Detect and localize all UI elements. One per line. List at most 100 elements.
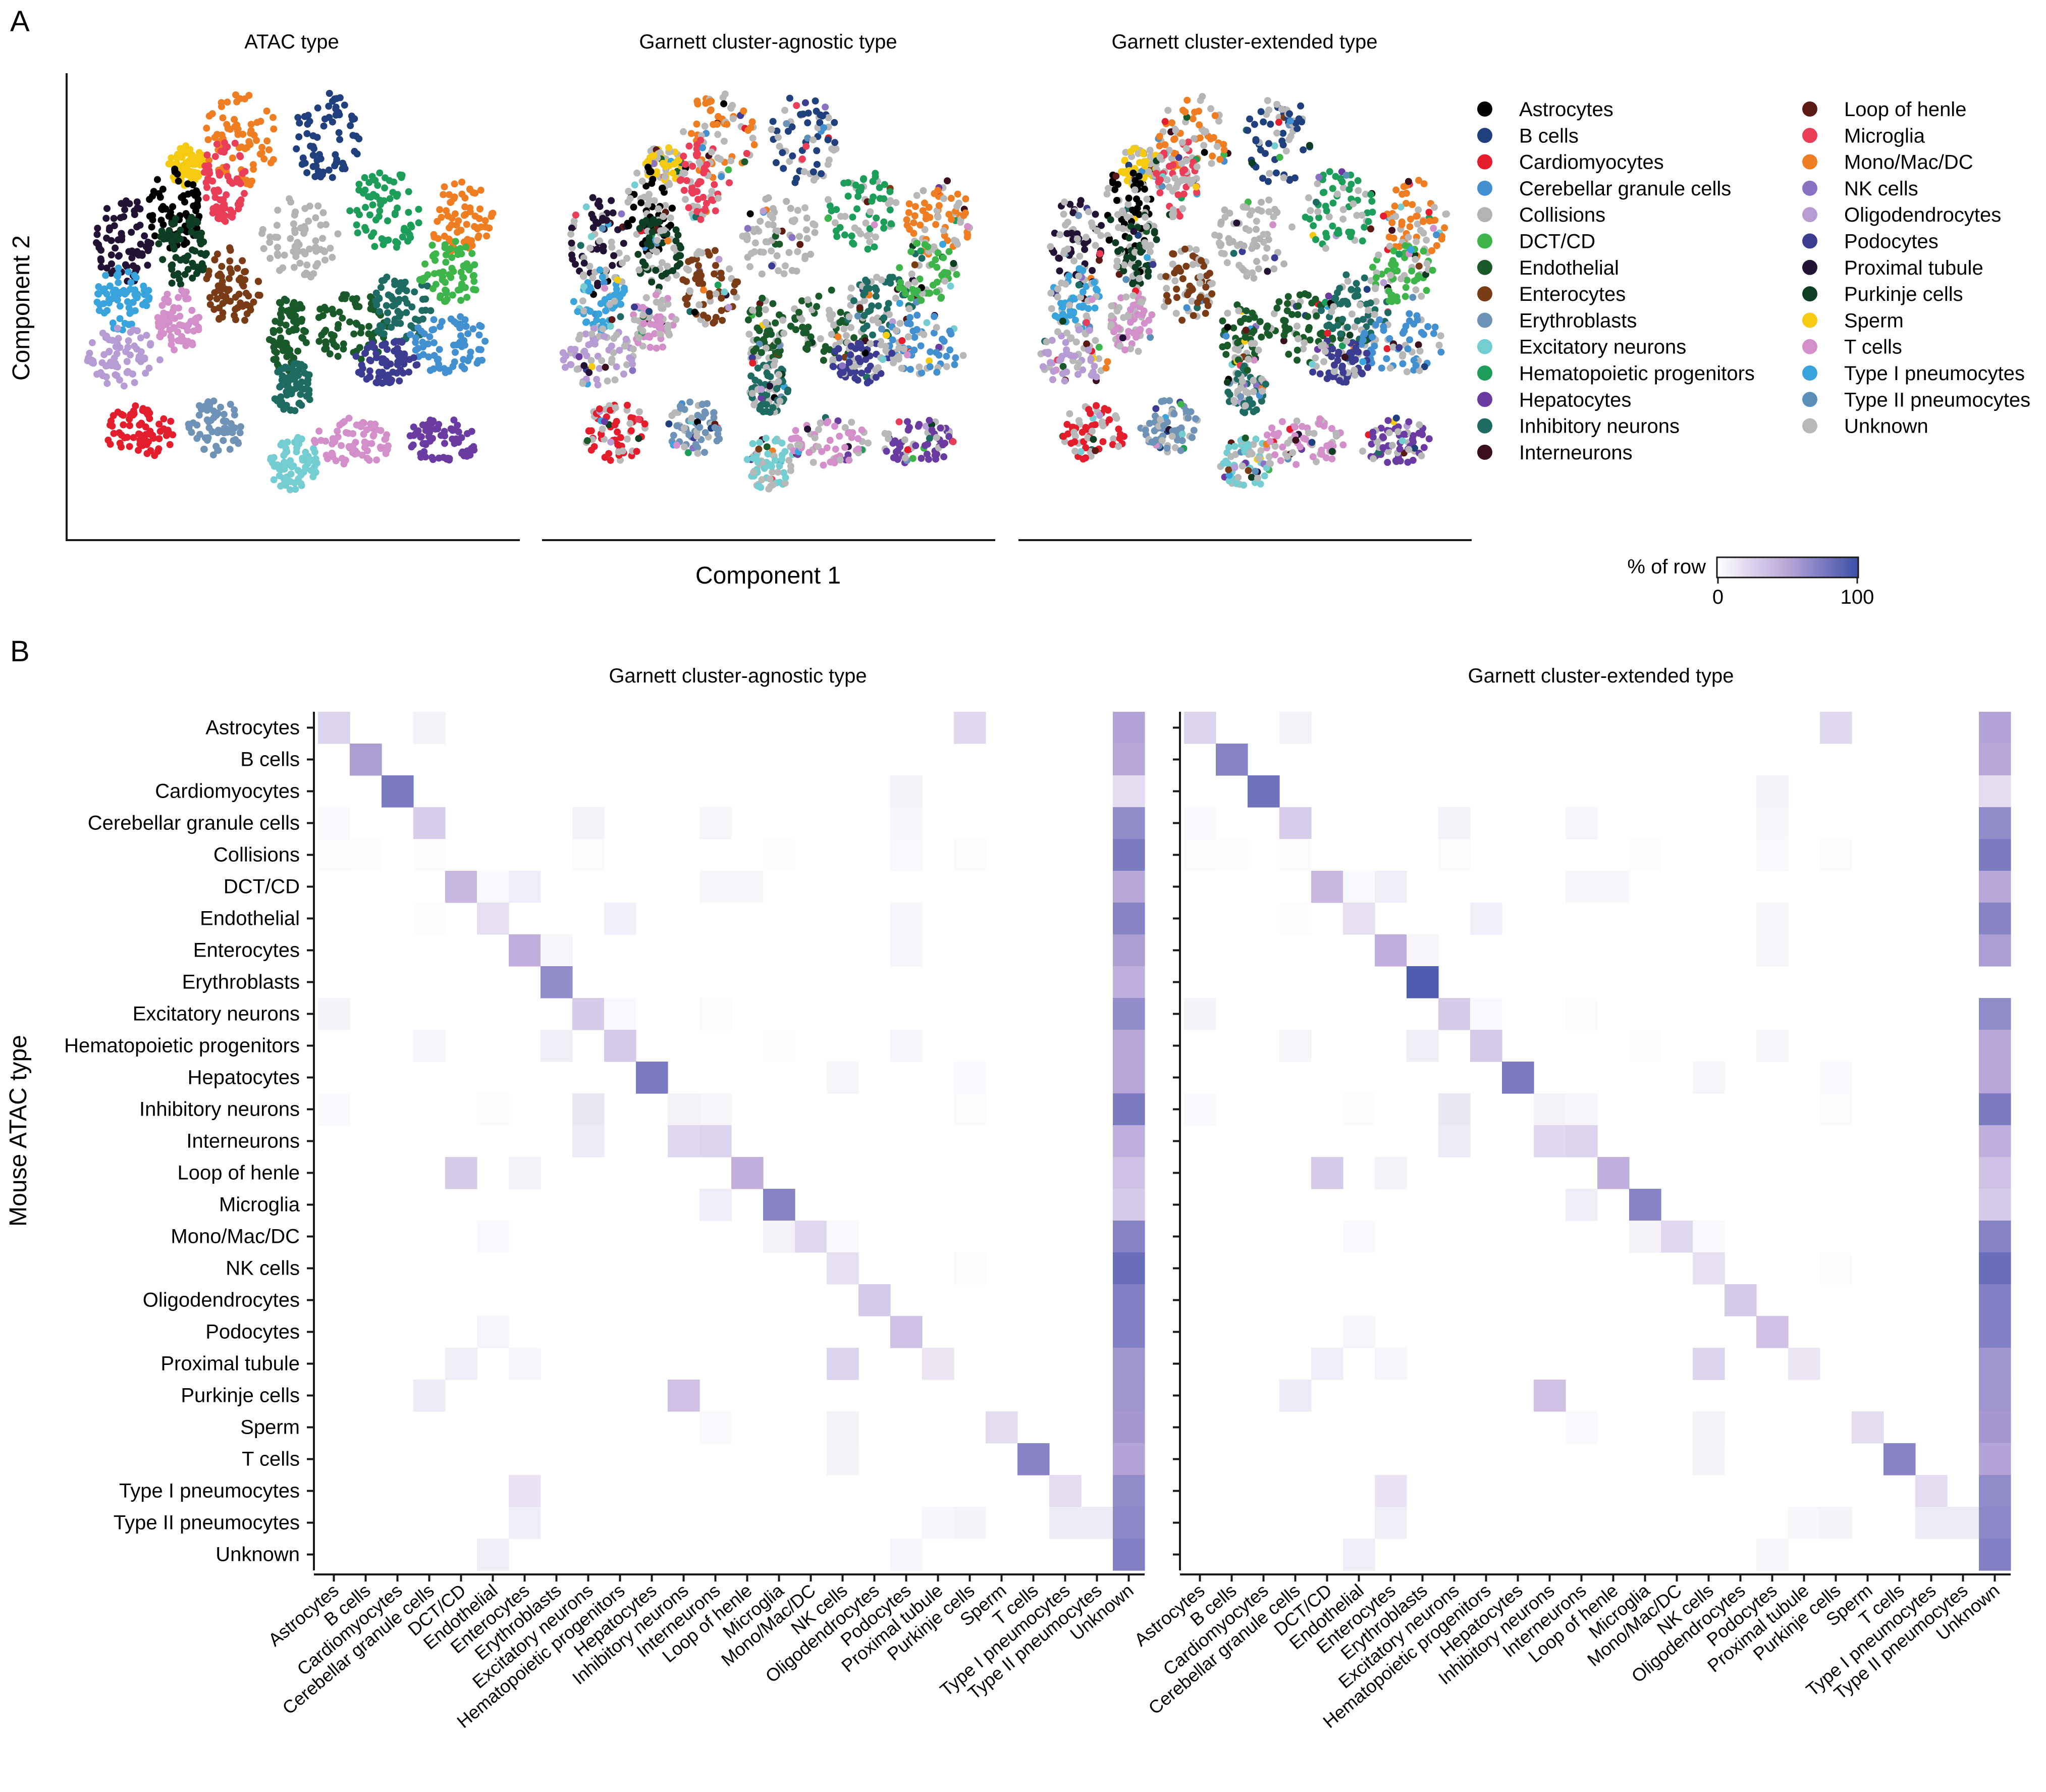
cell-point (125, 321, 133, 328)
cell-point (316, 246, 324, 253)
cell-point (362, 203, 369, 211)
cell-point (1129, 280, 1137, 288)
cell-point (298, 378, 305, 386)
cell-point (296, 259, 304, 267)
cell-point (1059, 310, 1067, 318)
cell-point (274, 368, 282, 376)
cell-point (315, 313, 322, 321)
cell-point (601, 333, 608, 340)
cell-point (837, 213, 844, 220)
cell-point (710, 414, 718, 421)
cell-point (142, 370, 149, 377)
cell-point (197, 233, 204, 241)
cell-point (624, 198, 632, 206)
cell-point (1156, 189, 1164, 196)
cell-point (816, 119, 824, 126)
cell-point (290, 263, 298, 271)
cell-point (401, 295, 409, 303)
cell-point (341, 101, 348, 109)
cell-point (1076, 201, 1084, 208)
cell-point (1092, 210, 1099, 218)
cell-point (281, 251, 288, 259)
cell-point (836, 433, 843, 440)
cell-point (463, 221, 470, 228)
cell-point (338, 455, 346, 462)
cell-point (876, 184, 883, 191)
cell-point (781, 448, 789, 455)
cell-point (1233, 219, 1241, 227)
cell-point (906, 314, 913, 321)
cell-point (461, 194, 469, 202)
cell-point (802, 143, 810, 150)
cell-point (1415, 341, 1422, 349)
cell-point (812, 97, 819, 104)
cell-point (954, 240, 961, 248)
cell-point (352, 352, 360, 360)
cell-point (231, 406, 238, 413)
cell-point (282, 363, 289, 371)
cell-point (1082, 234, 1090, 241)
cell-point (644, 201, 652, 208)
cell-point (103, 332, 111, 340)
cell-point (1190, 312, 1197, 320)
cell-point (803, 226, 810, 234)
cell-point (226, 446, 234, 453)
cell-point (332, 103, 340, 111)
cell-point (1348, 286, 1355, 293)
cell-point (1361, 274, 1368, 282)
cell-point (1402, 284, 1410, 291)
cell-point (1286, 117, 1294, 125)
cell-point (921, 442, 929, 449)
cell-point (211, 289, 219, 296)
cell-point (694, 150, 702, 158)
cell-point (108, 260, 115, 268)
cell-point (205, 268, 212, 275)
cell-point (1412, 286, 1420, 294)
cell-point (664, 237, 672, 245)
cell-point (149, 216, 156, 224)
cell-point (358, 371, 365, 378)
cell-point (602, 307, 609, 314)
cell-point (586, 244, 594, 252)
cell-point (1224, 309, 1231, 317)
cell-point (811, 434, 819, 442)
cell-point (837, 308, 844, 316)
cell-point (311, 173, 319, 180)
cell-point (1359, 237, 1366, 245)
cell-point (260, 155, 268, 163)
cell-point (182, 295, 190, 302)
cell-point (820, 124, 828, 131)
cell-point (800, 168, 808, 176)
cell-point (957, 219, 964, 226)
cell-point (881, 181, 888, 188)
cell-point (594, 245, 601, 253)
cell-point (379, 323, 387, 331)
cell-point (224, 143, 231, 150)
cell-point (366, 367, 373, 375)
cell-point (820, 356, 827, 364)
cell-point (1081, 240, 1088, 247)
cell-point (94, 225, 101, 232)
cell-point (828, 331, 835, 338)
cell-point (607, 323, 614, 330)
cell-point (772, 159, 780, 167)
cell-point (223, 163, 230, 171)
cell-point (452, 238, 459, 245)
cell-point (676, 177, 684, 184)
cell-point (1325, 292, 1332, 300)
cell-point (652, 291, 660, 299)
cell-point (743, 456, 751, 463)
cell-point (1135, 328, 1142, 335)
cell-point (430, 316, 438, 324)
cell-point (357, 329, 364, 337)
cell-point (239, 302, 246, 310)
cell-point (211, 256, 219, 263)
cell-point (657, 313, 664, 321)
cell-point (1161, 118, 1169, 125)
cell-point (231, 123, 239, 130)
cell-point (725, 166, 732, 174)
cell-point (668, 412, 676, 419)
cell-point (683, 177, 690, 184)
cell-point (176, 276, 183, 283)
cluster-hematopoietic-progenitors-7 (346, 169, 422, 251)
